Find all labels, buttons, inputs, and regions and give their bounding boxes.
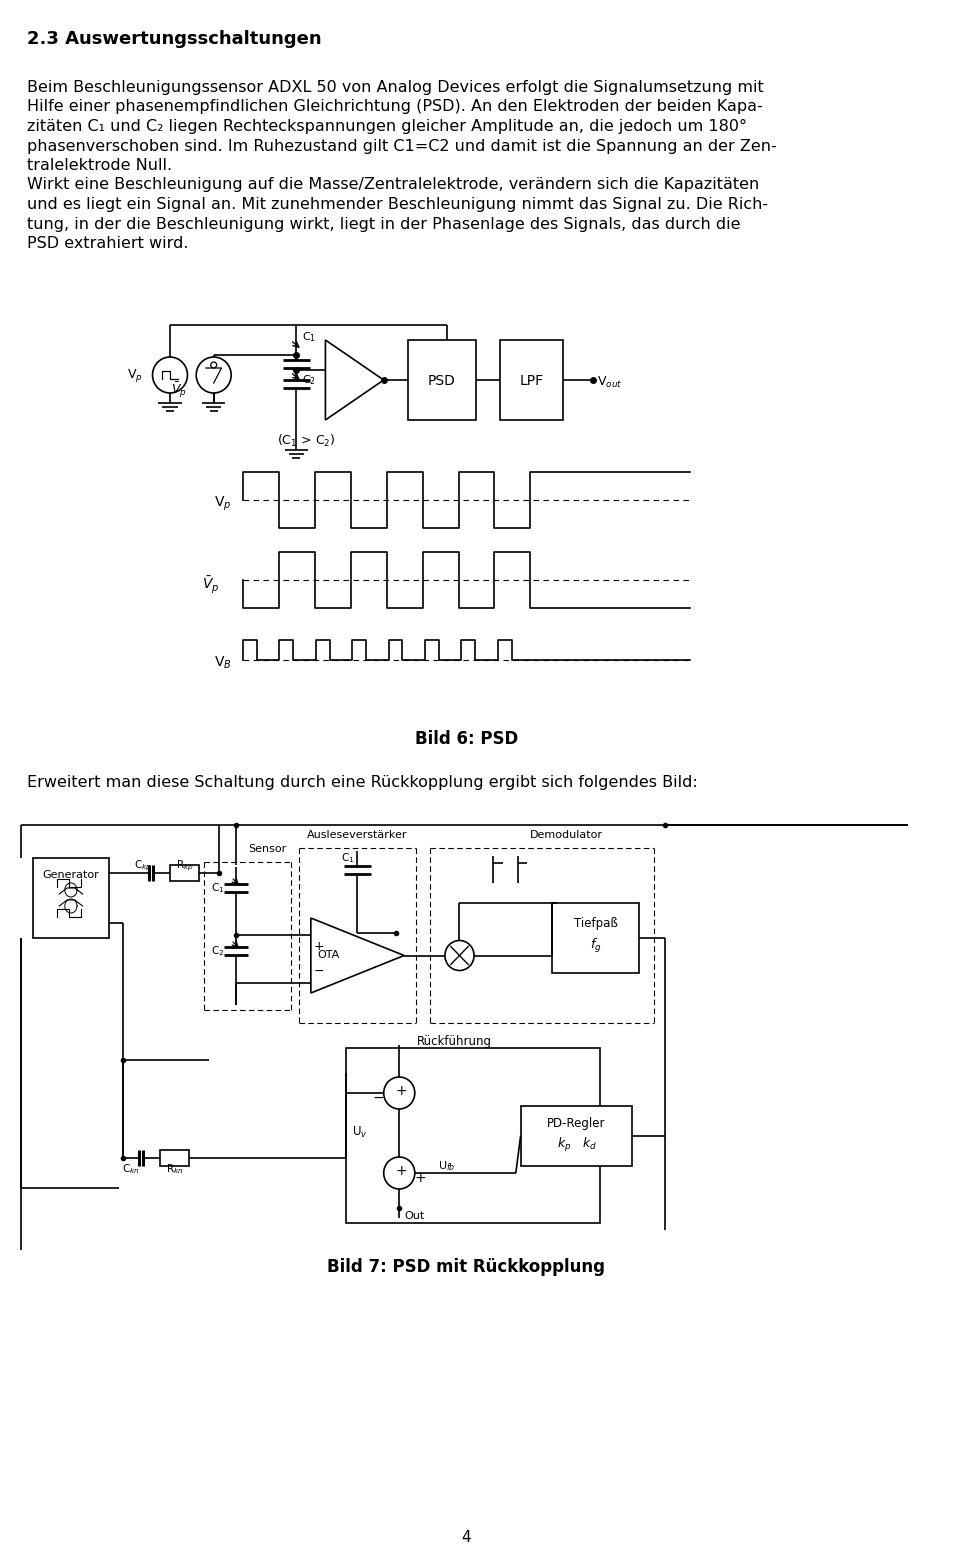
- Text: C$_{kn}$: C$_{kn}$: [122, 1162, 140, 1176]
- Text: C$_{kp}$: C$_{kp}$: [133, 859, 152, 873]
- Text: OTA: OTA: [317, 950, 340, 959]
- Text: R$_{kn}$: R$_{kn}$: [166, 1162, 183, 1176]
- Text: 4: 4: [462, 1530, 471, 1545]
- Text: Sensor: Sensor: [249, 845, 287, 854]
- Text: U$_{fb}$: U$_{fb}$: [438, 1159, 456, 1173]
- Text: Generator: Generator: [42, 870, 99, 880]
- Text: V$_{out}$: V$_{out}$: [597, 375, 623, 391]
- Text: tung, in der die Beschleunigung wirkt, liegt in der Phasenlage des Signals, das : tung, in der die Beschleunigung wirkt, l…: [27, 217, 741, 231]
- Text: C$_1$: C$_1$: [302, 330, 316, 344]
- Text: −: −: [372, 1091, 384, 1105]
- Text: Beim Beschleunigungssensor ADXL 50 von Analog Devices erfolgt die Signalumsetzun: Beim Beschleunigungssensor ADXL 50 von A…: [27, 81, 764, 95]
- Text: phasenverschoben sind. Im Ruhezustand gilt C1=C2 und damit ist die Spannung an d: phasenverschoben sind. Im Ruhezustand gi…: [27, 138, 777, 153]
- Bar: [552, 904, 639, 973]
- Text: Bild 6: PSD: Bild 6: PSD: [415, 730, 517, 749]
- Text: +: +: [415, 1170, 426, 1186]
- Bar: [160, 1150, 189, 1166]
- Text: PSD: PSD: [428, 374, 456, 388]
- Text: C$_2$: C$_2$: [302, 374, 316, 388]
- Text: (C$_1$ > C$_2$): (C$_1$ > C$_2$): [276, 432, 335, 450]
- Text: PD-Regler: PD-Regler: [547, 1118, 606, 1130]
- Text: LPF: LPF: [519, 374, 544, 388]
- Text: $\bar{V}_p$: $\bar{V}_p$: [171, 380, 186, 400]
- Text: Rückführung: Rückführung: [417, 1035, 492, 1048]
- Text: $f_g$: $f_g$: [589, 938, 601, 955]
- Text: Demodulator: Demodulator: [530, 829, 603, 840]
- Text: und es liegt ein Signal an. Mit zunehmender Beschleunigung nimmt das Signal zu. : und es liegt ein Signal an. Mit zunehmen…: [27, 197, 768, 212]
- Text: −: −: [314, 966, 324, 978]
- Text: R$_{kp}$: R$_{kp}$: [176, 859, 194, 873]
- Bar: [170, 865, 199, 880]
- Text: V$_B$: V$_B$: [214, 656, 231, 671]
- Text: Ausleseverstärker: Ausleseverstärker: [307, 829, 408, 840]
- Text: +: +: [314, 939, 324, 953]
- Bar: [408, 339, 476, 420]
- Text: zitäten C₁ und C₂ liegen Rechteckspannungen gleicher Amplitude an, die jedoch um: zitäten C₁ und C₂ liegen Rechteckspannun…: [27, 119, 747, 133]
- Text: 2.3 Auswertungsschaltungen: 2.3 Auswertungsschaltungen: [27, 29, 322, 48]
- Text: $\bar{V}_p$: $\bar{V}_p$: [202, 575, 220, 597]
- Bar: [520, 1105, 633, 1166]
- Bar: [346, 1048, 600, 1223]
- Text: U$_v$: U$_v$: [352, 1125, 369, 1141]
- Text: Tiefpaß: Tiefpaß: [573, 918, 617, 930]
- Text: Hilfe einer phasenempfindlichen Gleichrichtung (PSD). An den Elektroden der beid: Hilfe einer phasenempfindlichen Gleichri…: [27, 99, 763, 115]
- Text: $k_p$   $k_d$: $k_p$ $k_d$: [557, 1136, 596, 1153]
- Text: +: +: [396, 1083, 407, 1097]
- Text: Erweitert man diese Schaltung durch eine Rückkopplung ergibt sich folgendes Bild: Erweitert man diese Schaltung durch eine…: [27, 775, 698, 790]
- Text: C$_1$: C$_1$: [341, 851, 354, 865]
- Text: +: +: [396, 1164, 407, 1178]
- Bar: [500, 339, 564, 420]
- Text: Wirkt eine Beschleunigung auf die Masse/Zentralelektrode, verändern sich die Kap: Wirkt eine Beschleunigung auf die Masse/…: [27, 178, 759, 192]
- Bar: [33, 859, 108, 938]
- Text: V$_p$: V$_p$: [127, 367, 143, 384]
- Text: Bild 7: PSD mit Rückkopplung: Bild 7: PSD mit Rückkopplung: [327, 1259, 605, 1276]
- Text: C$_1$: C$_1$: [211, 880, 224, 894]
- Text: tralelektrode Null.: tralelektrode Null.: [27, 158, 173, 174]
- Text: C$_2$: C$_2$: [211, 944, 224, 958]
- Text: V$_p$: V$_p$: [214, 494, 231, 513]
- Text: Out: Out: [404, 1211, 424, 1221]
- Text: PSD extrahiert wird.: PSD extrahiert wird.: [27, 236, 189, 251]
